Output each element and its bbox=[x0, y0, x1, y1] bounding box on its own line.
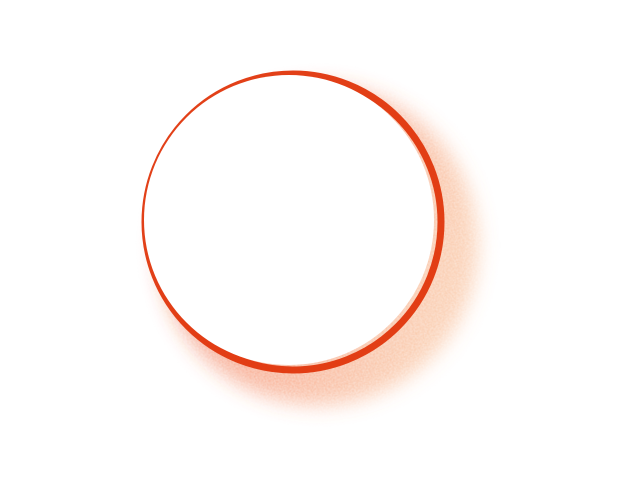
ring-sharp-edge bbox=[141, 70, 445, 374]
ring-diffuse-glow bbox=[158, 85, 478, 405]
